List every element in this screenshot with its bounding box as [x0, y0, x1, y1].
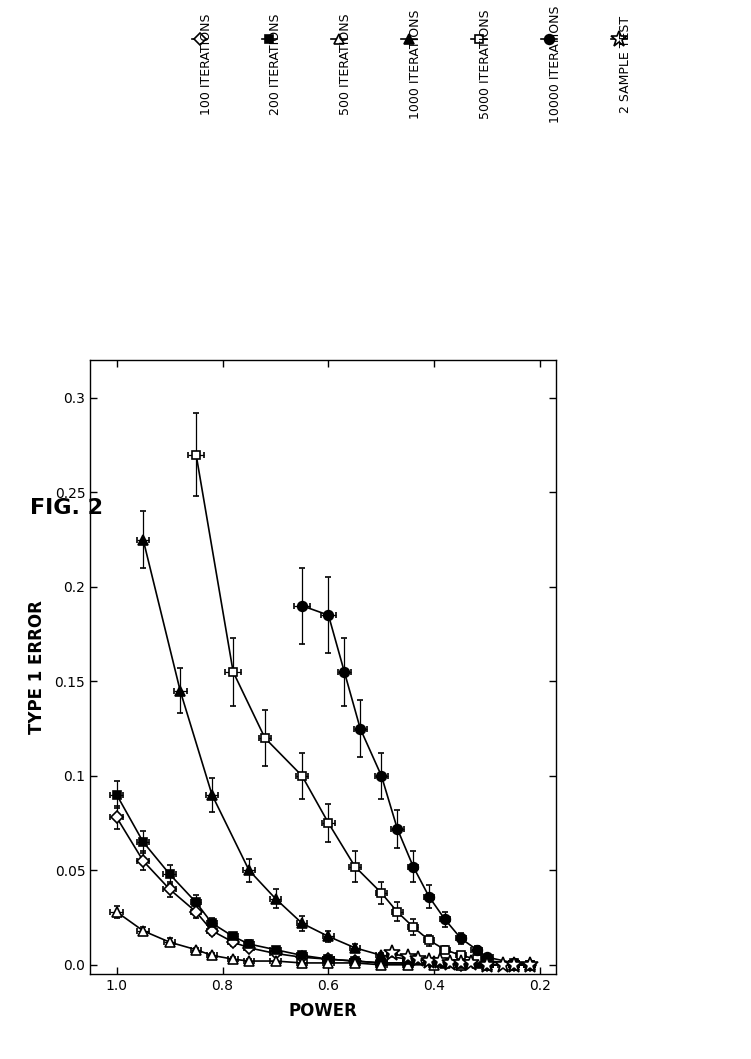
X-axis label: POWER: POWER: [288, 1002, 357, 1020]
Text: 5000 ITERATIONS: 5000 ITERATIONS: [479, 10, 492, 119]
Y-axis label: TYPE 1 ERROR: TYPE 1 ERROR: [29, 600, 47, 734]
Text: FIG. 2: FIG. 2: [30, 499, 103, 518]
Text: 500 ITERATIONS: 500 ITERATIONS: [339, 13, 352, 114]
Text: 10000 ITERATIONS: 10000 ITERATIONS: [548, 5, 562, 123]
Text: 1000 ITERATIONS: 1000 ITERATIONS: [409, 10, 422, 119]
Text: 100 ITERATIONS: 100 ITERATIONS: [199, 13, 213, 114]
Text: 200 ITERATIONS: 200 ITERATIONS: [269, 13, 282, 114]
Text: 2 SAMPLE TEST: 2 SAMPLE TEST: [619, 16, 632, 112]
